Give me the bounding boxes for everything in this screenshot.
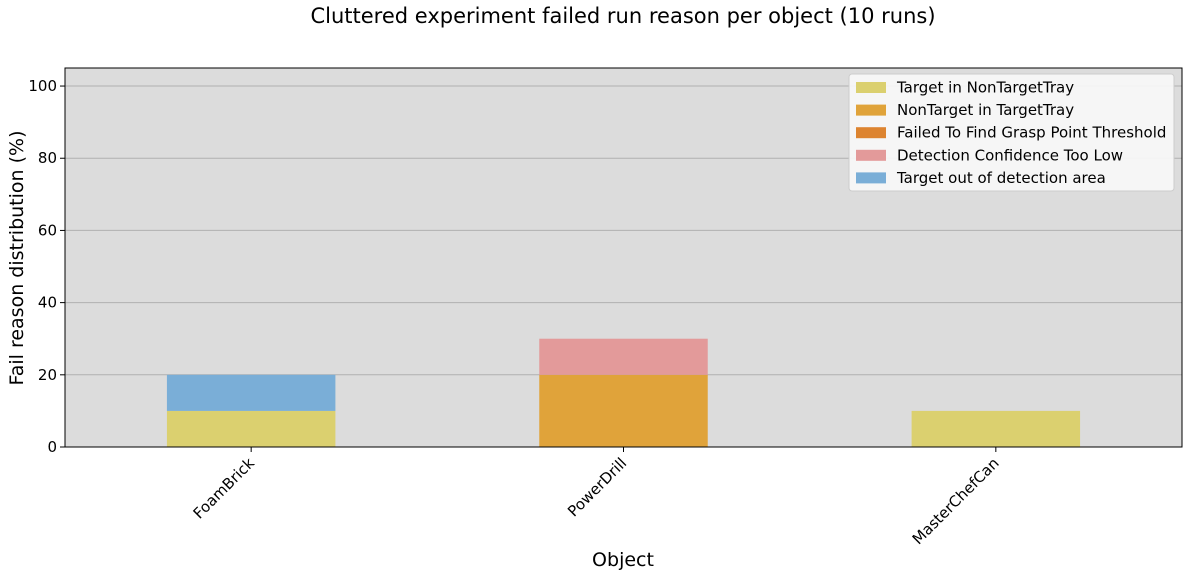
y-tick-label: 0 bbox=[47, 438, 57, 456]
y-axis-ticks: 0 20 40 60 80 100 bbox=[28, 77, 65, 456]
y-tick-label: 60 bbox=[38, 221, 57, 239]
chart-title: Cluttered experiment failed run reason p… bbox=[310, 4, 935, 28]
x-axis-label: Object bbox=[592, 549, 654, 571]
legend-label: Target out of detection area bbox=[896, 169, 1106, 187]
legend-label: NonTarget in TargetTray bbox=[897, 101, 1074, 119]
bar-segment bbox=[911, 410, 1081, 447]
bar-segment bbox=[539, 374, 708, 447]
legend-box bbox=[848, 73, 1175, 192]
x-tick-label: PowerDrill bbox=[564, 454, 630, 520]
legend-swatch bbox=[856, 172, 886, 184]
bar-segment bbox=[539, 338, 708, 375]
y-axis-label: Fail reason distribution (%) bbox=[6, 131, 28, 386]
legend-swatch bbox=[856, 82, 886, 93]
legend-label: Detection Confidence Too Low bbox=[897, 146, 1123, 164]
x-tick-label: FoamBrick bbox=[190, 454, 259, 523]
x-axis-ticks: FoamBrick PowerDrill MasterChefCan bbox=[190, 447, 1003, 548]
legend-label: Failed To Find Grasp Point Threshold bbox=[897, 124, 1166, 142]
y-tick-label: 100 bbox=[28, 77, 57, 95]
bar-segment bbox=[166, 374, 336, 411]
bars bbox=[166, 338, 1081, 447]
y-tick-label: 20 bbox=[38, 366, 57, 384]
legend-swatch bbox=[856, 104, 886, 116]
legend-swatch bbox=[856, 149, 886, 161]
legend-swatch bbox=[856, 127, 886, 139]
y-tick-label: 40 bbox=[38, 294, 57, 312]
legend: Target in NonTargetTray NonTarget in Targ… bbox=[848, 73, 1175, 192]
bar-segment bbox=[166, 410, 336, 447]
y-tick-label: 80 bbox=[38, 149, 57, 167]
x-tick-label: MasterChefCan bbox=[909, 454, 1003, 548]
legend-label: Target in NonTargetTray bbox=[896, 79, 1074, 97]
